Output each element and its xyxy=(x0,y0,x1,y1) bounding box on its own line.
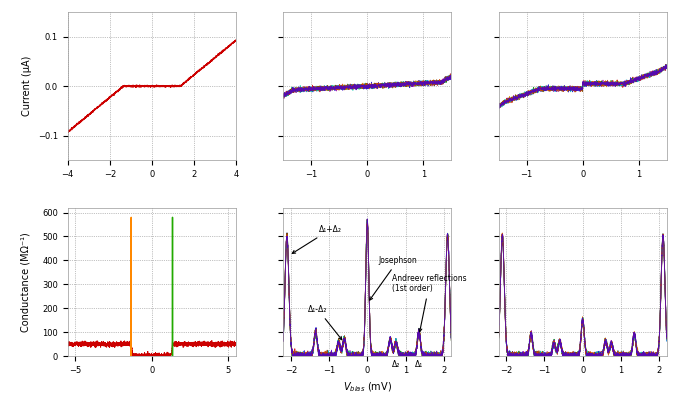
Text: Δ₂: Δ₂ xyxy=(392,360,400,369)
Text: Δ₁: Δ₁ xyxy=(415,360,423,369)
Text: Josephson: Josephson xyxy=(370,256,418,300)
Y-axis label: Conductance (MΩ⁻¹): Conductance (MΩ⁻¹) xyxy=(21,232,30,332)
Text: Andreev reflections
(1st order): Andreev reflections (1st order) xyxy=(392,274,466,332)
X-axis label: $V_{bias}$ (mV): $V_{bias}$ (mV) xyxy=(343,380,392,394)
Text: Δ₁-Δ₂: Δ₁-Δ₂ xyxy=(308,305,342,340)
Y-axis label: Current (μA): Current (μA) xyxy=(22,56,32,116)
Text: Δ₁+Δ₂: Δ₁+Δ₂ xyxy=(292,225,343,254)
